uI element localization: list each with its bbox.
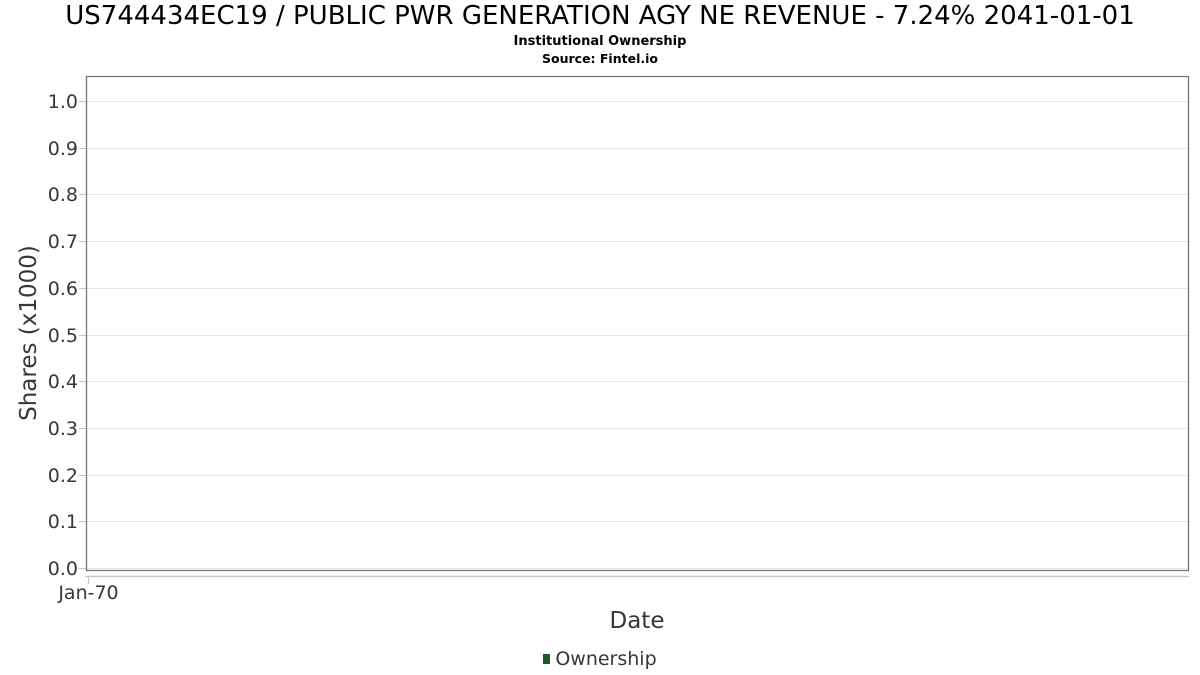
chart-title: US744434EC19 / PUBLIC PWR GENERATION AGY… — [65, 1, 1135, 31]
legend-label: Ownership — [555, 648, 657, 670]
y-tick-label: 0.7 — [47, 230, 78, 253]
chart-source: Source: Fintel.io — [542, 51, 658, 66]
plot-border — [85, 75, 1190, 572]
y-tick-label: 0.6 — [47, 277, 78, 300]
legend-item-ownership[interactable]: Ownership — [0, 646, 1200, 672]
y-tick-label: 0.8 — [47, 183, 78, 206]
y-tick-label: 1.0 — [47, 90, 78, 113]
x-tick-label: Jan-70 — [58, 582, 119, 604]
y-tick-label: 0.3 — [47, 417, 78, 440]
y-tick-label: 0.4 — [47, 370, 78, 393]
legend-swatch-icon — [543, 654, 551, 664]
y-tick-label: 0.1 — [47, 510, 78, 533]
y-tick-label: 0.2 — [47, 464, 78, 487]
y-axis-title: Shares (x1000) — [16, 245, 42, 421]
y-tick-label: 0.0 — [47, 557, 78, 580]
chart-subtitle: Institutional Ownership — [513, 34, 687, 49]
x-axis-title: Date — [609, 608, 665, 634]
y-tick-label: 0.9 — [47, 137, 78, 160]
y-tick-label: 0.5 — [47, 324, 78, 347]
